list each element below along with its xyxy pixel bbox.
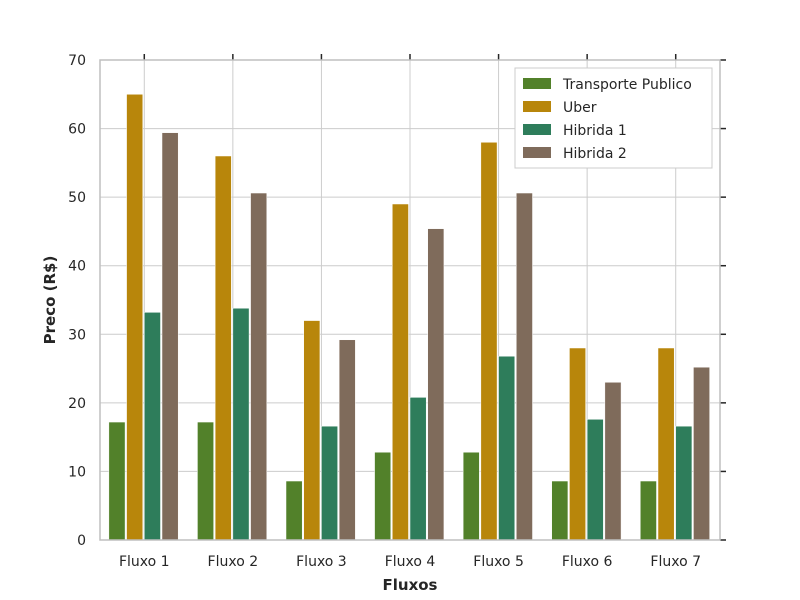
y-tick-label: 30 — [68, 327, 86, 343]
bar — [551, 480, 569, 541]
bar — [392, 203, 409, 541]
legend-label: Hibrida 2 — [563, 146, 627, 162]
y-tick-label: 0 — [77, 533, 86, 549]
x-tick-label: Fluxo 1 — [119, 554, 170, 570]
bar — [250, 192, 268, 541]
bar — [374, 451, 392, 541]
bar — [285, 480, 303, 541]
bar — [197, 421, 214, 541]
bar — [161, 132, 179, 541]
legend-label: Hibrida 1 — [563, 123, 627, 139]
bar — [569, 347, 586, 541]
y-tick-label: 10 — [68, 464, 86, 480]
legend-label: Uber — [563, 100, 597, 116]
bar — [516, 192, 533, 541]
bars — [108, 94, 710, 541]
bar — [640, 480, 657, 541]
bar — [409, 397, 427, 541]
bar — [144, 312, 161, 541]
y-tick-label: 60 — [68, 122, 86, 138]
tick-labels: 0 10 20 30 40 50 60 70 Fluxo 1 Fluxo 2 Fluxo 3 Flux… — [68, 53, 701, 570]
bar — [693, 366, 710, 541]
legend-swatch — [523, 78, 551, 89]
axes — [99, 54, 726, 541]
legend-swatch — [523, 124, 551, 135]
legend: Transporte Publico Uber Hibrida 1 Hibrida 2 — [514, 67, 713, 169]
bar — [498, 355, 516, 541]
x-tick-label: Fluxo 6 — [562, 554, 613, 570]
bar — [232, 307, 250, 541]
x-tick-label: Fluxo 7 — [650, 554, 701, 570]
bar — [427, 228, 445, 541]
x-tick-label: Fluxo 2 — [208, 554, 259, 570]
bar — [586, 419, 604, 541]
x-axis-label: Fluxos — [383, 576, 438, 594]
x-tick-label: Fluxo 4 — [385, 554, 436, 570]
y-axis-label: Preco (R$) — [41, 256, 59, 345]
x-tick-label: Fluxo 5 — [473, 554, 524, 570]
legend-swatch — [523, 147, 551, 158]
bar — [675, 425, 693, 541]
y-tick-label: 20 — [68, 396, 86, 412]
y-tick-label: 50 — [68, 190, 86, 206]
y-tick-label: 40 — [68, 259, 86, 275]
bar — [604, 382, 622, 541]
x-tick-label: Fluxo 3 — [296, 554, 347, 570]
y-tick-label: 70 — [68, 53, 86, 69]
bar — [657, 347, 675, 541]
legend-swatch — [523, 101, 551, 112]
bar — [480, 142, 498, 541]
bar — [338, 339, 356, 541]
bar — [108, 421, 126, 541]
legend-label: Transporte Publico — [562, 77, 692, 93]
bar — [321, 425, 338, 541]
bar — [126, 94, 144, 541]
bar — [462, 451, 480, 541]
bar — [303, 320, 321, 541]
bar — [214, 155, 232, 541]
plot-frame — [99, 59, 721, 541]
